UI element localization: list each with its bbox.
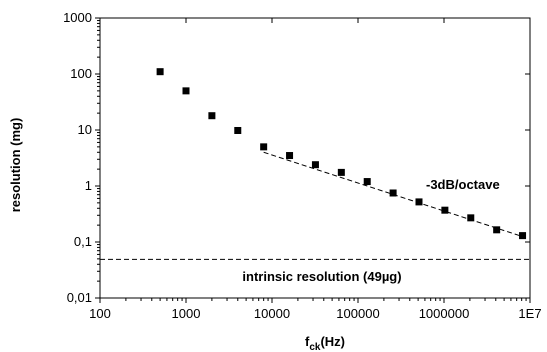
data-point: [182, 87, 190, 95]
data-point: [389, 189, 397, 197]
data-point: [156, 68, 164, 76]
y-tick-label: 1000: [63, 10, 92, 25]
x-tick-label: 1000000: [419, 306, 470, 321]
data-point: [415, 198, 423, 206]
reference-line-label: intrinsic resolution (49µg): [242, 269, 401, 284]
data-point: [441, 206, 449, 214]
plot-area: [99, 17, 531, 299]
data-point: [467, 214, 475, 222]
x-tick-label: 1E7: [518, 306, 541, 321]
data-point: [519, 232, 527, 240]
slope-annotation: -3dB/octave: [426, 177, 500, 192]
y-tick-label: 0,1: [74, 234, 92, 249]
x-axis-title: fck(Hz): [305, 334, 345, 352]
x-tick-label: 100000: [336, 306, 379, 321]
y-axis-title: resolution (mg): [8, 118, 23, 213]
data-points: [156, 68, 527, 240]
x-axis-title-unit: (Hz): [320, 334, 345, 349]
y-tick-label: 0,01: [67, 290, 92, 305]
y-tick-label: 1: [85, 178, 92, 193]
plot-frame: [99, 17, 531, 299]
x-axis-title-sub: ck: [309, 342, 321, 352]
data-point: [363, 178, 371, 186]
data-point: [260, 143, 268, 151]
data-point: [286, 152, 294, 160]
x-axis-title-main: f: [305, 334, 310, 349]
x-tick-label: 10000: [254, 306, 290, 321]
data-point: [311, 161, 319, 169]
data-point: [337, 168, 345, 176]
data-point: [234, 126, 242, 134]
data-point: [493, 226, 501, 234]
x-tick-label: 1000: [172, 306, 201, 321]
y-tick-label: 10: [78, 122, 92, 137]
x-tick-label: 100: [89, 306, 111, 321]
data-point: [208, 112, 216, 120]
axis-ticks: 100 1000 10000 100000 1000000 1E7 0,01 0,1 1 10 10…: [63, 10, 541, 321]
y-tick-label: 100: [70, 66, 92, 81]
